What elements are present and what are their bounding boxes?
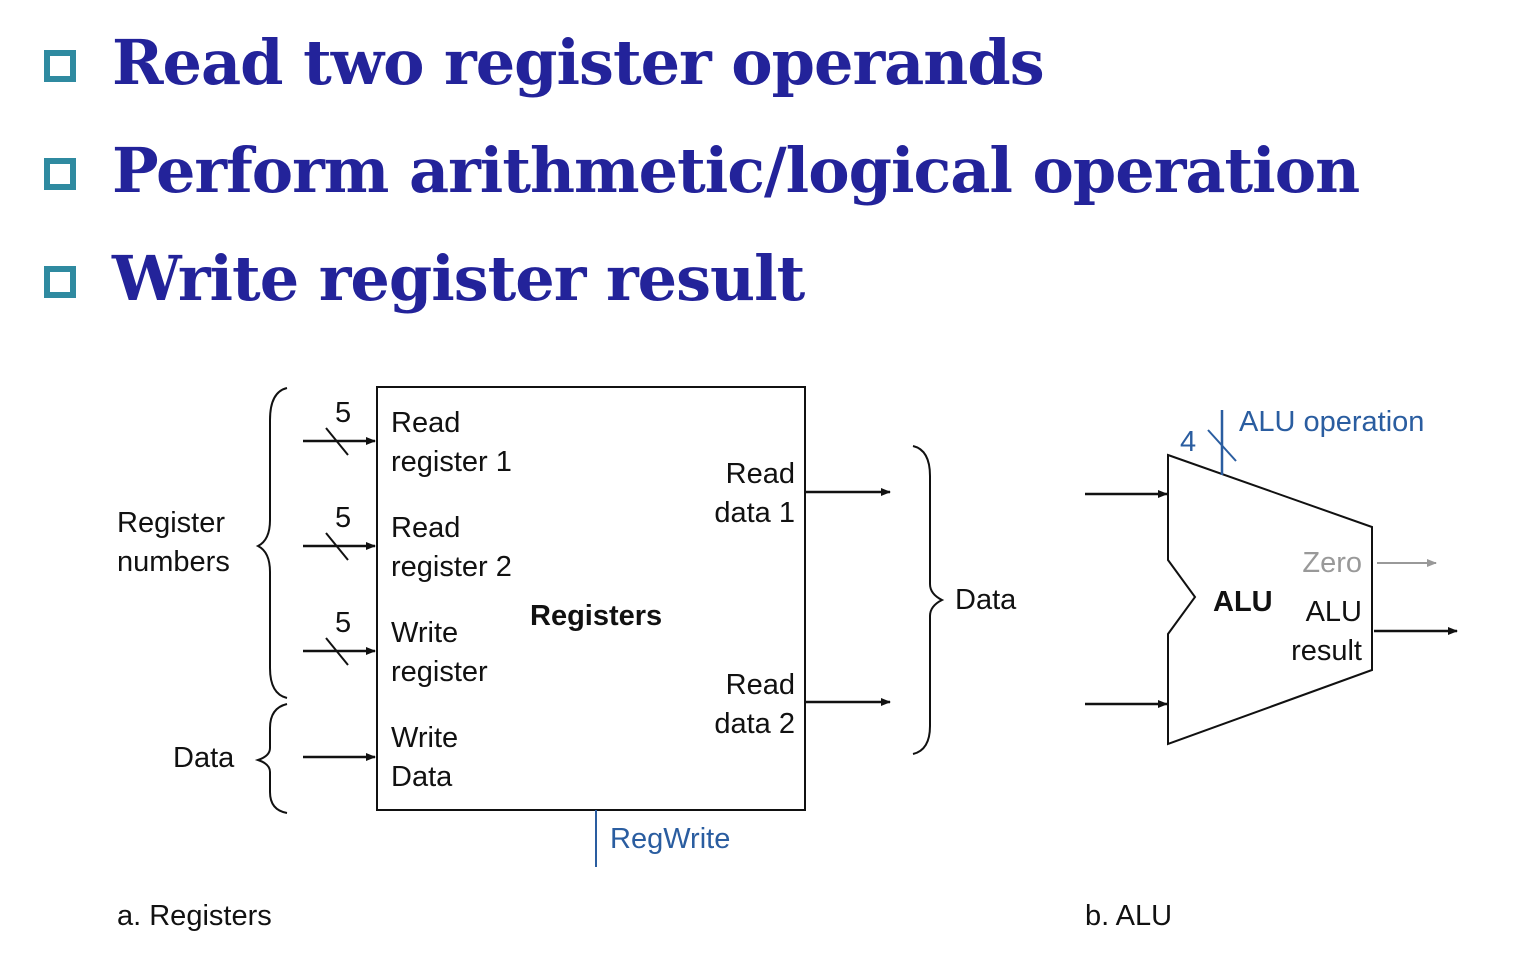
bus-slash bbox=[325, 637, 349, 666]
regwrite-label: RegWrite bbox=[610, 823, 730, 855]
bus-width-label: 5 bbox=[335, 502, 351, 534]
read-data-2-label: data 2 bbox=[714, 708, 795, 740]
square-bullet-icon bbox=[44, 266, 76, 298]
bus-slash bbox=[1207, 429, 1237, 462]
write-data-label: Write bbox=[391, 722, 458, 754]
bullet-list: Read two register operands Perform arith… bbox=[44, 8, 1360, 332]
alu-control-width-label: 4 bbox=[1180, 426, 1196, 458]
read-register-1-label: Read bbox=[391, 407, 460, 439]
data-in-brace bbox=[254, 703, 288, 814]
read-data-2-label: Read bbox=[726, 669, 795, 701]
read-data-1-label: data 1 bbox=[714, 497, 795, 529]
alu-caption: b. ALU bbox=[1085, 900, 1172, 932]
bus-width-label: 5 bbox=[335, 607, 351, 639]
bus-width-label: 5 bbox=[335, 397, 351, 429]
bus-slash bbox=[325, 532, 349, 561]
write-data-label: Data bbox=[391, 761, 453, 793]
alu-operation-label: ALU operation bbox=[1239, 406, 1424, 438]
register-numbers-label: numbers bbox=[117, 546, 230, 578]
zero-label: Zero bbox=[1302, 547, 1362, 579]
read-register-1-label: register 1 bbox=[391, 446, 512, 478]
square-bullet-icon bbox=[44, 158, 76, 190]
bullet-item: Perform arithmetic/logical operation bbox=[44, 116, 1360, 224]
write-register-label: register bbox=[391, 656, 488, 688]
registers-title: Registers bbox=[530, 600, 662, 632]
bus-slash bbox=[325, 427, 349, 456]
read-register-2-label: Read bbox=[391, 512, 460, 544]
alu-shape bbox=[1167, 453, 1373, 746]
alu-result-label: ALU bbox=[1306, 596, 1362, 628]
read-data-1-label: Read bbox=[726, 458, 795, 490]
register-file-box bbox=[376, 386, 806, 811]
data-out-brace bbox=[912, 445, 945, 755]
alu-result-label: result bbox=[1291, 635, 1362, 667]
register-numbers-brace bbox=[255, 387, 288, 699]
bullet-text: Read two register operands bbox=[112, 25, 1045, 99]
bullet-item: Write register result bbox=[44, 224, 1359, 332]
alu-title: ALU bbox=[1213, 586, 1273, 618]
data-in-label: Data bbox=[173, 742, 235, 774]
register-numbers-label: Register bbox=[117, 507, 225, 539]
bullet-text: Perform arithmetic/logical operation bbox=[112, 133, 1360, 207]
bullet-item: Read two register operands bbox=[44, 8, 1359, 116]
write-register-label: Write bbox=[391, 617, 458, 649]
read-register-2-label: register 2 bbox=[391, 551, 512, 583]
data-out-label: Data bbox=[955, 584, 1017, 616]
registers-caption: a. Registers bbox=[117, 900, 272, 932]
bullet-text: Write register result bbox=[112, 241, 805, 315]
square-bullet-icon bbox=[44, 50, 76, 82]
